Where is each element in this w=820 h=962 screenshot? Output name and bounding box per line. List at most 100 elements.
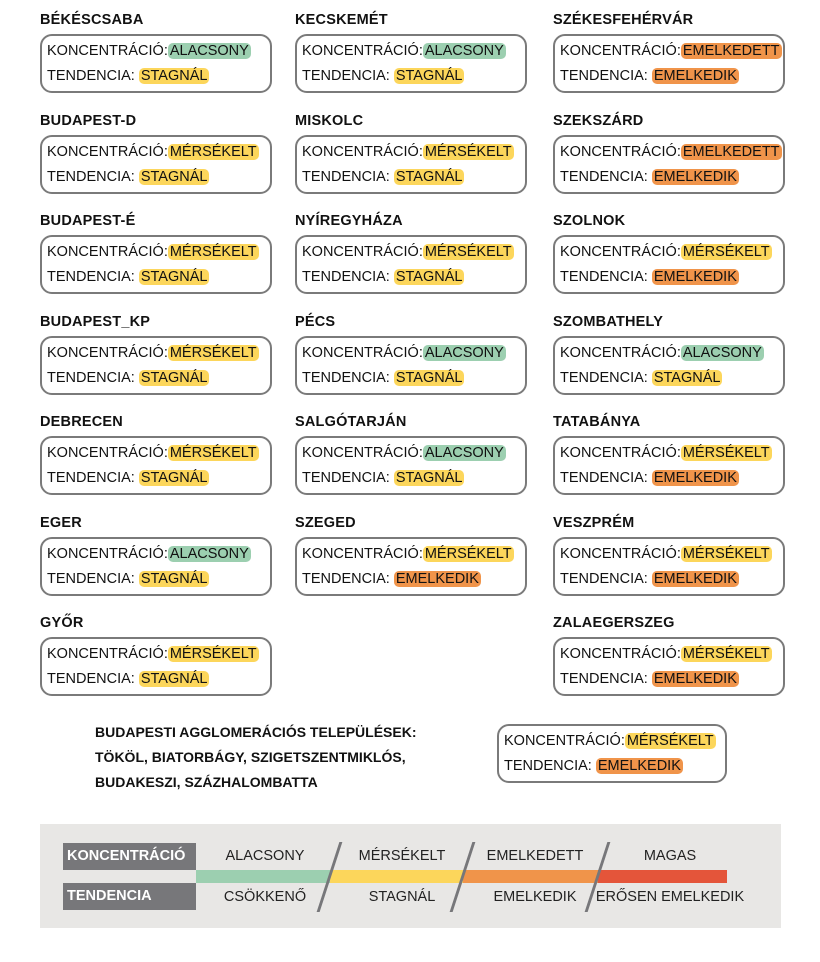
trend-badge: EMELKEDIK [651, 570, 739, 587]
concentration-badge: MÉRSÉKELT [422, 244, 514, 260]
concentration-badge: MÉRSÉKELT [680, 244, 772, 260]
concentration-badge: ALACSONY [422, 445, 506, 461]
trend-badge: STAGNÁL [393, 470, 465, 486]
city-name: NYÍREGYHÁZA [295, 213, 403, 229]
city-card: NYÍREGYHÁZA KONCENTRÁCIÓ: MÉRSÉKELT TENDE… [295, 211, 527, 294]
legend-color-bar [196, 870, 330, 883]
concentration-label: KONCENTRÁCIÓ: [47, 545, 168, 562]
trend-badge: STAGNÁL [138, 168, 210, 185]
trend-label: TENDENCIA: [47, 269, 135, 285]
concentration-badge: MÉRSÉKELT [680, 445, 772, 461]
city-name: SZÉKESFEHÉRVÁR [553, 12, 694, 28]
trend-badge: STAGNÁL [138, 470, 210, 486]
city-card: BUDAPEST-D KONCENTRÁCIÓ: MÉRSÉKELT TENDEN… [40, 111, 272, 194]
city-name: VESZPRÉM [553, 514, 635, 531]
city-card: BUDAPEST-É KONCENTRÁCIÓ: MÉRSÉKELT TENDEN… [40, 211, 272, 294]
agglomeration-title: BUDAPESTI AGGLOMERÁCIÓS TELEPÜLÉSEK: TÖK… [95, 720, 417, 795]
trend-badge: STAGNÁL [138, 369, 210, 386]
trend-label: TENDENCIA: [504, 758, 592, 774]
trend-label: TENDENCIA: [47, 570, 135, 587]
trend-label: TENDENCIA: [302, 168, 390, 185]
concentration-label: KONCENTRÁCIÓ: [47, 646, 168, 662]
concentration-label: KONCENTRÁCIÓ: [47, 244, 168, 260]
agglomeration-card: KONCENTRÁCIÓ: MÉRSÉKELT TENDENCIA: EMELKE… [497, 724, 727, 783]
city-name: SZOLNOK [553, 213, 626, 229]
legend-trend-level: STAGNÁL [368, 889, 436, 905]
trend-badge: EMELKEDIK [651, 470, 739, 486]
city-card: GYŐR KONCENTRÁCIÓ: MÉRSÉKELT TENDENCIA: S… [40, 613, 272, 696]
trend-badge: STAGNÁL [651, 369, 723, 386]
concentration-badge: ALACSONY [680, 344, 764, 361]
trend-label: TENDENCIA: [47, 470, 135, 486]
concentration-label: KONCENTRÁCIÓ: [560, 143, 681, 160]
city-name: KECSKEMÉT [295, 12, 388, 28]
concentration-badge: MÉRSÉKELT [167, 244, 259, 260]
concentration-badge: EMELKEDETT [680, 143, 782, 160]
legend: KONCENTRÁCIÓ TENDENCIA ALACSONY CSÖKKENŐ M… [40, 824, 781, 928]
city-name: SZOMBATHELY [553, 313, 664, 330]
city-name: SZEKSZÁRD [553, 112, 644, 129]
concentration-label: KONCENTRÁCIÓ: [302, 244, 423, 260]
concentration-badge: MÉRSÉKELT [422, 143, 514, 160]
city-card: ZALAEGERSZEG KONCENTRÁCIÓ: MÉRSÉKELT TEND… [553, 613, 785, 696]
city-name: SZEGED [295, 514, 356, 531]
concentration-label: KONCENTRÁCIÓ: [47, 43, 168, 59]
legend-color-bar [330, 870, 463, 883]
legend-concentration-label: KONCENTRÁCIÓ [63, 843, 196, 870]
concentration-badge: MÉRSÉKELT [680, 545, 772, 562]
trend-badge: EMELKEDIK [393, 570, 481, 587]
trend-label: TENDENCIA: [302, 570, 390, 587]
city-name: ZALAEGERSZEG [553, 615, 675, 631]
trend-label: TENDENCIA: [560, 68, 648, 84]
trend-label: TENDENCIA: [560, 470, 648, 486]
concentration-label: KONCENTRÁCIÓ: [560, 646, 681, 662]
trend-label: TENDENCIA: [560, 369, 648, 386]
city-card: SZEKSZÁRD KONCENTRÁCIÓ: EMELKEDETT TENDEN… [553, 111, 785, 194]
concentration-label: KONCENTRÁCIÓ: [560, 445, 681, 461]
city-name: TATABÁNYA [553, 414, 641, 430]
legend-color-bar [598, 870, 727, 883]
agglomeration-line: BUDAKESZI, SZÁZHALOMBATTA [95, 774, 318, 790]
city-card: BÉKÉSCSABA KONCENTRÁCIÓ: ALACSONY TENDENC… [40, 10, 272, 93]
city-name: BUDAPEST-D [40, 112, 137, 129]
trend-label: TENDENCIA: [560, 269, 648, 285]
legend-trend-level: ERŐSEN EMELKEDIK [595, 889, 745, 905]
city-card: BUDAPEST_KP KONCENTRÁCIÓ: MÉRSÉKELT TENDE… [40, 312, 272, 395]
city-name: EGER [40, 514, 82, 531]
agglomeration-line: TÖKÖL, BIATORBÁGY, SZIGETSZENTMIKLÓS, [95, 749, 406, 765]
trend-label: TENDENCIA: [47, 671, 135, 687]
concentration-badge: ALACSONY [422, 344, 506, 361]
legend-concentration-level: EMELKEDETT [486, 848, 584, 864]
city-card: SZOMBATHELY KONCENTRÁCIÓ: ALACSONY TENDEN… [553, 312, 785, 395]
concentration-badge: MÉRSÉKELT [167, 646, 259, 662]
trend-badge: STAGNÁL [393, 269, 465, 285]
trend-badge: EMELKEDIK [651, 68, 739, 84]
city-card: SZOLNOK KONCENTRÁCIÓ: MÉRSÉKELT TENDENCIA… [553, 211, 785, 294]
concentration-label: KONCENTRÁCIÓ: [302, 344, 423, 361]
city-card: EGER KONCENTRÁCIÓ: ALACSONY TENDENCIA: ST… [40, 513, 272, 596]
concentration-badge: MÉRSÉKELT [680, 646, 772, 662]
city-name: SALGÓTARJÁN [295, 414, 407, 430]
city-name: BÉKÉSCSABA [40, 12, 144, 28]
trend-label: TENDENCIA: [302, 68, 390, 84]
legend-concentration-level: MÉRSÉKELT [358, 848, 446, 864]
concentration-label: KONCENTRÁCIÓ: [504, 733, 625, 749]
concentration-label: KONCENTRÁCIÓ: [302, 143, 423, 160]
trend-badge: STAGNÁL [138, 570, 210, 587]
city-name: PÉCS [295, 313, 336, 330]
concentration-badge: EMELKEDETT [680, 43, 782, 59]
concentration-label: KONCENTRÁCIÓ: [302, 43, 423, 59]
concentration-label: KONCENTRÁCIÓ: [47, 445, 168, 461]
concentration-label: KONCENTRÁCIÓ: [560, 244, 681, 260]
concentration-label: KONCENTRÁCIÓ: [47, 344, 168, 361]
concentration-badge: MÉRSÉKELT [167, 344, 259, 361]
trend-badge: EMELKEDIK [651, 168, 739, 185]
legend-trend-level: EMELKEDIK [493, 889, 577, 905]
trend-label: TENDENCIA: [47, 369, 135, 386]
trend-badge: STAGNÁL [393, 168, 465, 185]
concentration-label: KONCENTRÁCIÓ: [560, 545, 681, 562]
trend-badge: STAGNÁL [393, 68, 465, 84]
city-card: SZEGED KONCENTRÁCIÓ: MÉRSÉKELT TENDENCIA:… [295, 513, 527, 596]
city-card: VESZPRÉM KONCENTRÁCIÓ: MÉRSÉKELT TENDENCI… [553, 513, 785, 596]
city-card: DEBRECEN KONCENTRÁCIÓ: MÉRSÉKELT TENDENCI… [40, 412, 272, 495]
